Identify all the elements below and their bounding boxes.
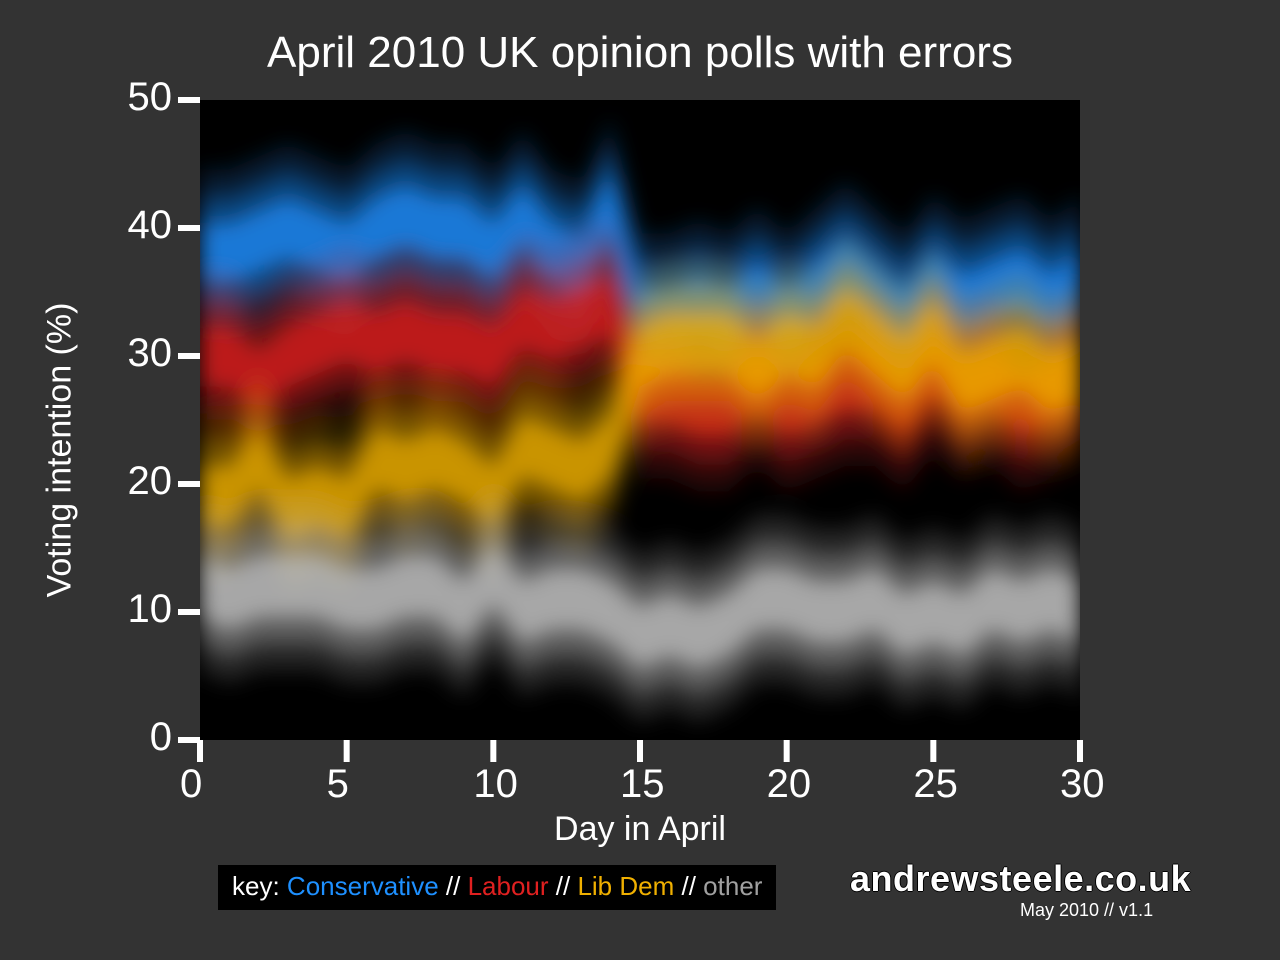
x-tick-label: 30 bbox=[1060, 762, 1105, 807]
credit-link[interactable]: andrewsteele.co.uk bbox=[850, 858, 1191, 900]
y-tick-label: 20 bbox=[128, 459, 173, 504]
x-tick-label: 0 bbox=[180, 762, 202, 807]
x-tick-label: 20 bbox=[767, 762, 812, 807]
y-tick-label: 0 bbox=[150, 715, 172, 760]
credit-version: May 2010 // v1.1 bbox=[1020, 900, 1153, 921]
y-tick-label: 50 bbox=[128, 75, 173, 120]
x-tick-label: 15 bbox=[620, 762, 665, 807]
y-tick-label: 10 bbox=[128, 587, 173, 632]
legend-item: Lib Dem bbox=[577, 871, 674, 901]
x-axis-label: Day in April bbox=[0, 810, 1280, 849]
x-tick-label: 25 bbox=[913, 762, 958, 807]
x-tick-label: 5 bbox=[327, 762, 349, 807]
legend-item: Labour bbox=[468, 871, 549, 901]
y-tick-label: 40 bbox=[128, 203, 173, 248]
legend-item: other bbox=[703, 871, 762, 901]
x-tick-label: 10 bbox=[473, 762, 518, 807]
y-tick-label: 30 bbox=[128, 331, 173, 376]
legend-item: Conservative bbox=[287, 871, 439, 901]
legend: key: Conservative // Labour // Lib Dem /… bbox=[218, 865, 776, 910]
chart-page: April 2010 UK opinion polls with errors … bbox=[0, 0, 1280, 960]
